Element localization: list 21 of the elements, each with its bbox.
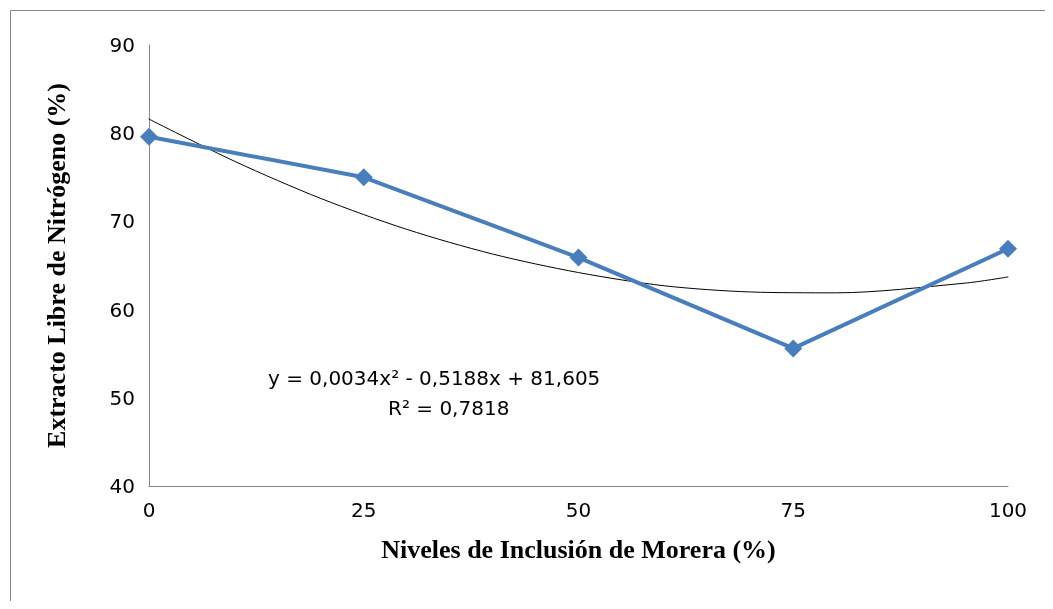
y-tick-label: 50 xyxy=(109,385,135,410)
point xyxy=(354,168,373,187)
x-tick-label: 0 xyxy=(142,498,156,522)
x-tick-label: 25 xyxy=(351,498,377,522)
y-axis-title: Extracto Libre de Nitrógeno (%) xyxy=(41,83,71,448)
point xyxy=(569,248,588,267)
x-tick-label: 75 xyxy=(780,498,806,522)
x-tick-label: 50 xyxy=(565,498,592,522)
point xyxy=(140,127,158,146)
y-tick-label: 40 xyxy=(109,474,135,498)
point xyxy=(999,239,1017,258)
x-tick-label: 100 xyxy=(988,498,1028,522)
line-series xyxy=(148,118,1009,294)
x-axis-title: Niveles de Inclusión de Morera (%) xyxy=(381,534,776,564)
y-tick-label: 80 xyxy=(109,121,135,146)
y-tick-label: 90 xyxy=(109,33,135,57)
y-tick-label: 70 xyxy=(109,209,135,234)
point xyxy=(784,339,803,358)
y-tick-label: 60 xyxy=(109,297,135,322)
annotation: y = 0,0034x² - 0,5188x + 81,605 xyxy=(268,366,601,390)
annotation: R² = 0,7818 xyxy=(388,396,510,420)
